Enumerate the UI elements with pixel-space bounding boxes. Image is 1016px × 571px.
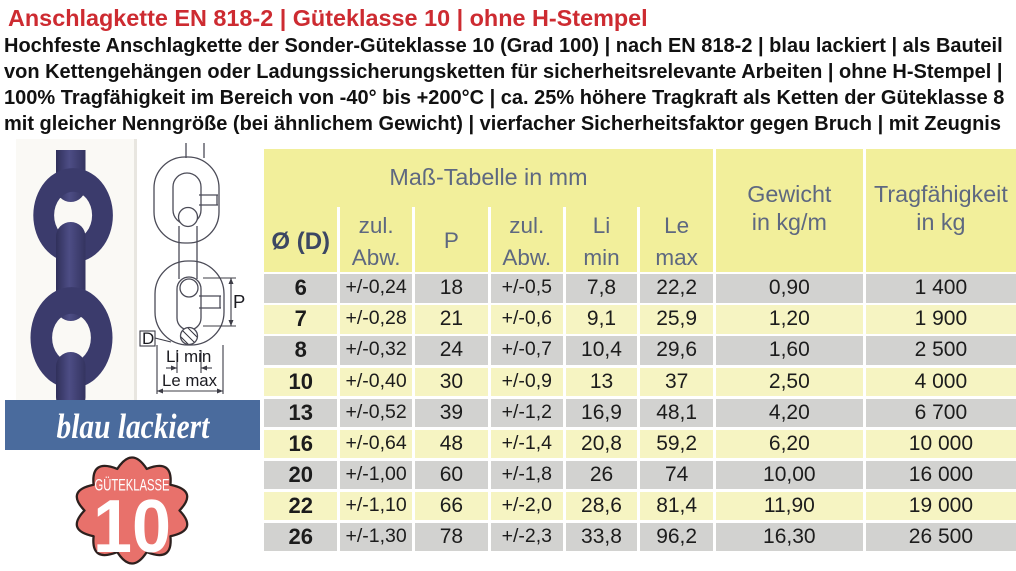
- svg-text:10: 10: [93, 484, 171, 568]
- svg-text:Li min: Li min: [166, 347, 211, 366]
- svg-text:P: P: [233, 291, 245, 312]
- svg-text:GÜTEKLASSE: GÜTEKLASSE: [95, 475, 170, 494]
- svg-text:Le max: Le max: [162, 371, 218, 390]
- svg-text:D: D: [142, 329, 154, 348]
